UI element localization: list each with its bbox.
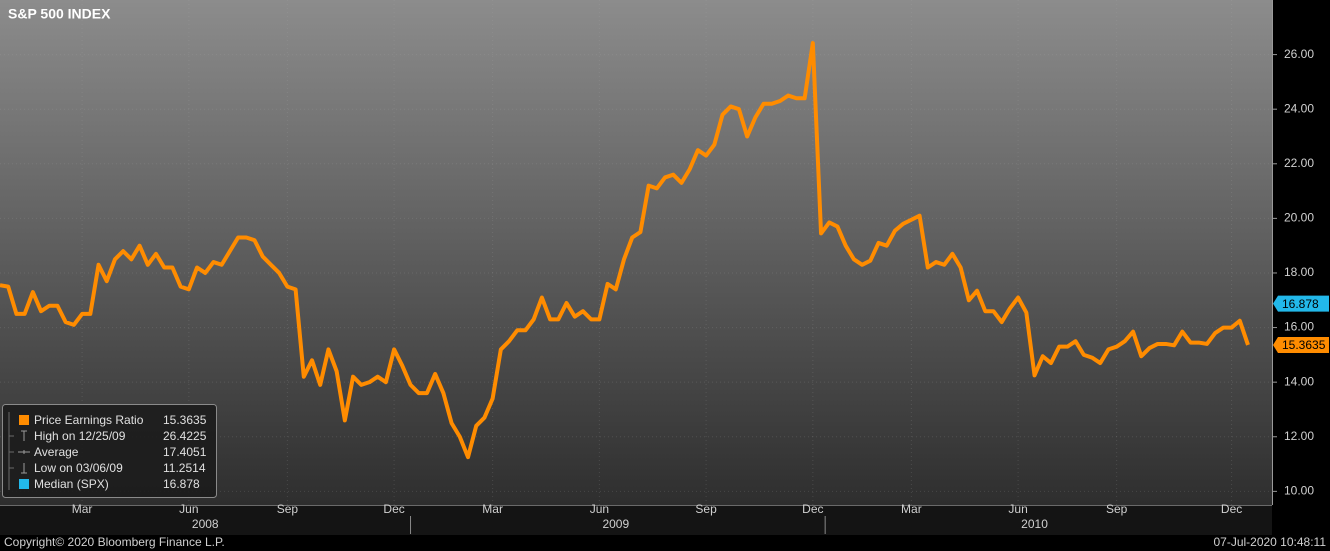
x-tick-label: Dec <box>383 502 404 516</box>
legend-label: Median (SPX) <box>34 477 109 491</box>
timestamp: 07-Jul-2020 10:48:11 <box>1213 535 1326 549</box>
legend-swatch <box>19 479 29 489</box>
x-tick-label: Jun <box>1008 502 1027 516</box>
data-line <box>0 41 1250 460</box>
legend-value: 17.4051 <box>163 445 207 459</box>
legend-glyph <box>18 450 30 454</box>
legend-value: 15.3635 <box>163 413 207 427</box>
x-tick-label: Mar <box>901 502 922 516</box>
legend-glyph <box>21 463 27 474</box>
y-tick-label: 16.00 <box>1284 320 1314 334</box>
legend-label: High on 12/25/09 <box>34 429 126 443</box>
legend-swatch <box>19 415 29 425</box>
legend-value: 11.2514 <box>163 461 206 475</box>
legend-label: Price Earnings Ratio <box>34 413 144 427</box>
legend-label: Average <box>34 445 79 459</box>
x-axis-band <box>0 505 1272 535</box>
y-axis-band <box>1272 0 1330 535</box>
chart-title: S&P 500 INDEX <box>8 6 111 22</box>
x-tick-label: Jun <box>590 502 609 516</box>
y-tick-label: 18.00 <box>1284 265 1314 279</box>
legend-value: 26.4225 <box>163 429 207 443</box>
value-tag <box>1273 295 1329 312</box>
x-tick-label: Jun <box>179 502 198 516</box>
value-tag-label: 15.3635 <box>1282 338 1326 352</box>
x-tick-label: Dec <box>802 502 823 516</box>
x-group-label: 2009 <box>602 517 629 531</box>
x-tick-label: Mar <box>482 502 503 516</box>
y-tick-label: 24.00 <box>1284 101 1314 115</box>
copyright: Copyright© 2020 Bloomberg Finance L.P. <box>4 535 225 549</box>
y-tick-label: 26.00 <box>1284 47 1314 61</box>
legend-label: Low on 03/06/09 <box>34 461 123 475</box>
y-tick-label: 20.00 <box>1284 211 1314 225</box>
legend: Price Earnings Ratio 15.3635 High on 12/25… <box>2 404 217 498</box>
x-group-label: 2008 <box>192 517 219 531</box>
value-tag-label: 16.878 <box>1282 297 1319 311</box>
x-group-label: 2010 <box>1021 517 1048 531</box>
legend-box <box>2 404 217 498</box>
value-tag <box>1273 336 1329 353</box>
y-tick-label: 12.00 <box>1284 429 1314 443</box>
legend-glyph <box>21 430 27 441</box>
y-tick-label: 22.00 <box>1284 156 1314 170</box>
legend-value: 16.878 <box>163 477 200 491</box>
x-tick-label: Sep <box>1106 502 1128 516</box>
legend-tree <box>8 412 14 490</box>
y-tick-label: 14.00 <box>1284 374 1314 388</box>
y-tick-label: 10.00 <box>1284 484 1314 498</box>
x-tick-label: Sep <box>277 502 299 516</box>
x-tick-label: Mar <box>72 502 93 516</box>
x-tick-label: Sep <box>695 502 717 516</box>
x-tick-label: Dec <box>1221 502 1242 516</box>
